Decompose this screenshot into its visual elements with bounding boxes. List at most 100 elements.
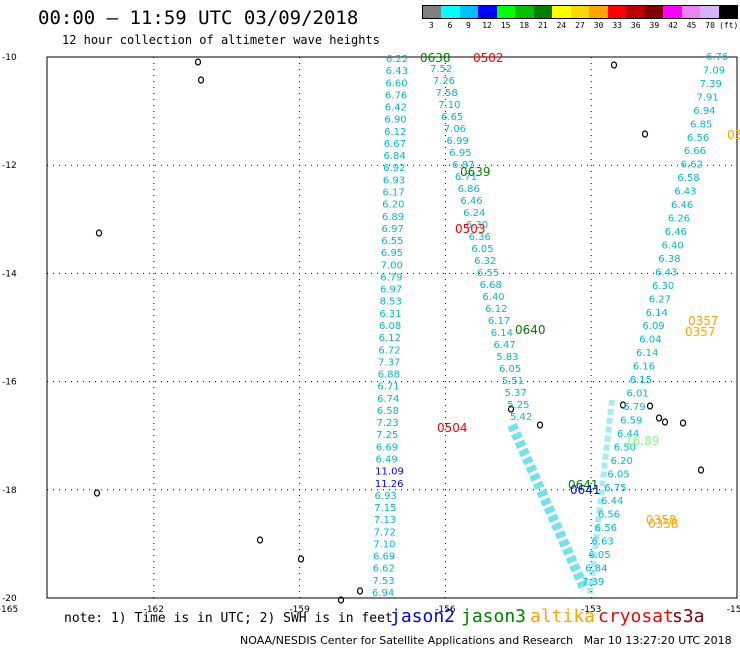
swh-value: 6.43: [674, 187, 696, 198]
lon-tick-label: -150: [727, 605, 740, 615]
map-title: 00:00 – 11:59 UTC 03/09/2018: [38, 7, 359, 29]
swh-value: 6.05: [588, 550, 610, 561]
swh-value: 6.76: [706, 52, 728, 63]
pass-time-label: 0357: [685, 325, 716, 339]
swh-value: 6.12: [384, 127, 406, 138]
color-scale-label: 36: [630, 21, 641, 30]
swh-value: 6.50: [614, 442, 636, 453]
color-swatch: [607, 6, 627, 18]
swh-value: 6.62: [373, 564, 395, 575]
pass-time-label: 0638: [420, 51, 451, 65]
swh-value: 6.43: [655, 267, 677, 278]
lat-tick-label: -14: [2, 269, 17, 279]
color-scale-label: 18: [519, 21, 530, 30]
swh-value: 6.86: [458, 184, 480, 195]
island-outline: [697, 466, 705, 474]
swh-value: 5.83: [496, 352, 518, 363]
color-scale-label: (ft): [719, 21, 739, 30]
pass-time-label: 0640: [515, 323, 546, 337]
color-swatch: [478, 6, 497, 18]
swh-value: 6.92: [383, 163, 405, 174]
swh-value: 6.84: [585, 564, 607, 575]
color-swatch: [700, 6, 719, 18]
swh-value: 6.95: [381, 248, 403, 259]
swh-value: 6.55: [477, 268, 499, 279]
color-swatch: [626, 6, 645, 18]
swh-value: 7.06: [444, 124, 466, 135]
satellite-legend-item: jason3: [461, 606, 527, 627]
swh-value: 11.09: [375, 467, 404, 478]
swh-value: 6.65: [441, 112, 463, 123]
swh-value: 6.58: [677, 173, 699, 184]
swh-value: 6.87: [452, 160, 474, 171]
island-outline: [610, 61, 618, 69]
island-outline: [194, 58, 202, 66]
swh-value: 7.37: [378, 357, 400, 368]
swh-value: 6.84: [383, 151, 405, 162]
swh-value: 6.85: [690, 119, 712, 130]
swh-value: 7.39: [582, 577, 604, 588]
pass-time-label: 0503: [455, 222, 486, 236]
swh-value: 6.79: [623, 402, 645, 413]
swh-value: 7.10: [373, 539, 395, 550]
pass-time-label: 16.89: [625, 434, 659, 448]
color-swatch: [570, 6, 590, 18]
swh-value: 6.46: [460, 196, 482, 207]
swh-value: 6.68: [480, 280, 502, 291]
color-scale-bar: [422, 5, 738, 19]
island-outline: [197, 76, 205, 84]
swh-value: 6.74: [377, 394, 399, 405]
swh-value: 6.97: [382, 224, 404, 235]
swh-value: 6.69: [373, 552, 395, 563]
swh-value: 6.76: [385, 90, 407, 101]
swh-value: 6.12: [485, 304, 507, 315]
swh-value: 7.26: [433, 76, 455, 87]
color-scale-label: 3: [428, 21, 434, 30]
swh-value: 7.58: [436, 88, 458, 99]
swh-value: 7.52: [430, 64, 452, 75]
lon-tick-label: -153: [581, 605, 601, 615]
dense-track-segment: [507, 422, 590, 593]
swh-value: 6.89: [382, 212, 404, 223]
swh-value: 6.79: [380, 272, 402, 283]
swh-value: 6.20: [611, 456, 633, 467]
swh-value: 6.75: [604, 483, 626, 494]
lon-tick-label: -162: [144, 605, 164, 615]
swh-value: 5.42: [510, 412, 532, 423]
swh-value: 6.31: [379, 309, 401, 320]
color-scale-label: 39: [649, 21, 660, 30]
color-scale-label: 45: [686, 21, 697, 30]
pass-time-label: 0358: [648, 517, 679, 531]
swh-value: 6.93: [383, 175, 405, 186]
swh-value: 6.63: [592, 537, 614, 548]
satellite-legend-item: altika: [530, 606, 596, 627]
swh-value: 6.66: [684, 146, 706, 157]
swh-value: 6.47: [493, 340, 515, 351]
satellite-legend-item: cryosat: [598, 606, 674, 627]
swh-value: 6.01: [627, 389, 649, 400]
swh-value: 6.05: [471, 244, 493, 255]
color-swatch: [441, 6, 460, 18]
color-scale-label: 24: [556, 21, 567, 30]
swh-value: 6.56: [598, 510, 620, 521]
swh-value: 7.09: [703, 65, 725, 76]
swh-value: 6.62: [681, 160, 703, 171]
swh-value: 6.95: [449, 148, 471, 159]
island-outlines: [93, 58, 705, 604]
color-swatch: [663, 6, 682, 18]
color-scale-label: 9: [466, 21, 471, 30]
color-scale-label: 21: [537, 21, 548, 30]
swh-value: 11.26: [375, 479, 404, 490]
island-outline: [337, 596, 345, 604]
swh-value: 6.67: [384, 139, 406, 150]
swh-value: 6.58: [377, 406, 399, 417]
swh-value: 6.49: [376, 455, 398, 466]
swh-value: 6.17: [488, 316, 510, 327]
swh-value: 6.44: [601, 496, 623, 507]
swh-value: 6.60: [385, 78, 407, 89]
island-outline: [536, 421, 544, 429]
pass-time-label: 0504: [437, 421, 468, 435]
satellite-legend-item: s3a: [672, 606, 705, 627]
color-swatch: [496, 6, 516, 18]
island-outline: [297, 555, 305, 563]
